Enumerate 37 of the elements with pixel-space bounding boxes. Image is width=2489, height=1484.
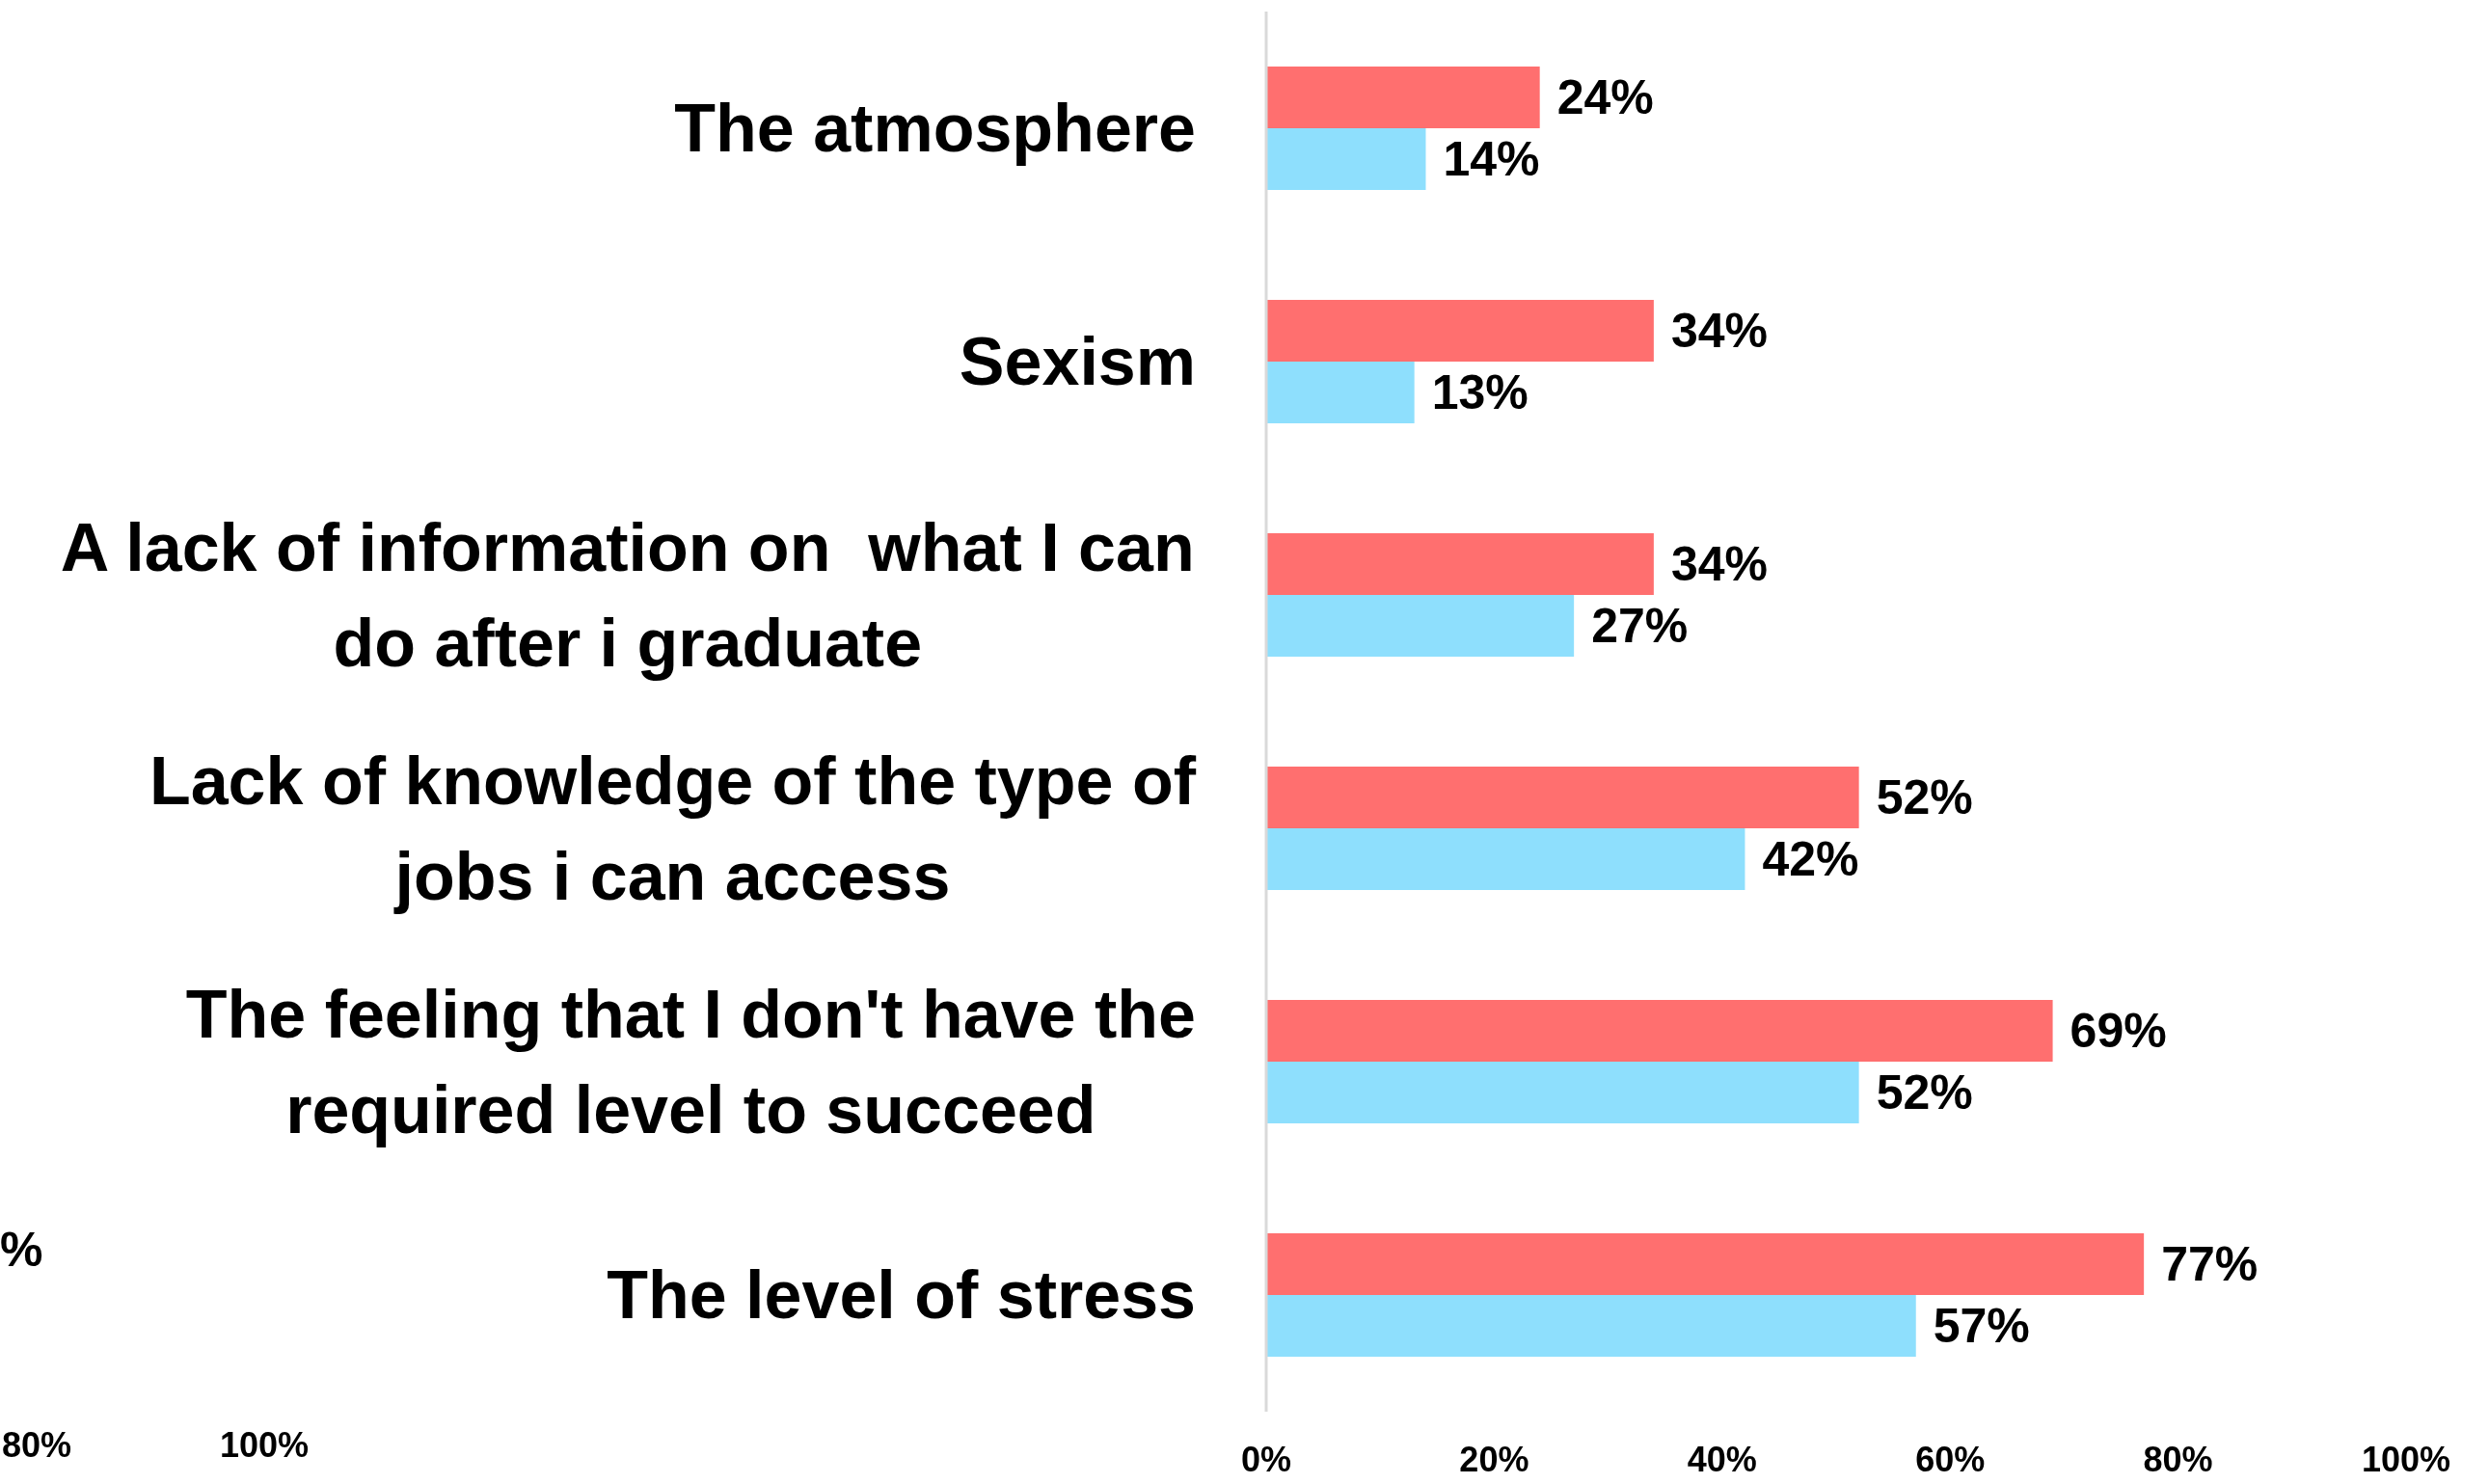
bar bbox=[1266, 362, 1415, 423]
bar bbox=[1266, 128, 1426, 190]
bar bbox=[1266, 1233, 2145, 1295]
bar bbox=[1266, 1295, 1916, 1357]
y-tick-label: The level of stress bbox=[607, 1257, 1196, 1333]
data-label: 24% bbox=[1556, 70, 1654, 124]
bar bbox=[1266, 828, 1745, 890]
data-label: 57% bbox=[1933, 1299, 2030, 1353]
x-tick-label: 20% bbox=[1459, 1439, 1529, 1479]
data-label: 14% bbox=[1443, 132, 1540, 186]
data-label: 52% bbox=[1876, 770, 1973, 824]
x-tick-label: 60% bbox=[1915, 1439, 1986, 1479]
y-tick-label: The feeling that I don't have the required level to succeed bbox=[185, 976, 1196, 1147]
data-label: 42% bbox=[1762, 832, 1859, 886]
text: % bbox=[0, 1223, 43, 1279]
bar bbox=[1266, 595, 1575, 657]
bar bbox=[1266, 67, 1540, 128]
data-label: 13% bbox=[1431, 365, 1529, 419]
bar bbox=[1266, 767, 1859, 828]
data-label: 34% bbox=[1670, 537, 1768, 591]
y-tick-label: The atmosphere bbox=[674, 91, 1197, 166]
y-tick-label: Sexism bbox=[959, 324, 1196, 399]
x-tick-label: 40% bbox=[1687, 1439, 1757, 1479]
y-tick-label: A lack of information on what I can do after i graduate bbox=[60, 509, 1195, 681]
data-label: 69% bbox=[2070, 1004, 2167, 1058]
data-label: 77% bbox=[2161, 1237, 2259, 1291]
data-label: 34% bbox=[1670, 304, 1768, 358]
bar bbox=[1266, 1062, 1859, 1123]
x-tick-label: 80% bbox=[2143, 1439, 2213, 1479]
bar bbox=[1266, 533, 1654, 595]
bar bbox=[1266, 1000, 2053, 1062]
y-tick-label: Lack of knowledge of the type of jobs i can access bbox=[149, 742, 1197, 914]
data-label: 27% bbox=[1591, 599, 1689, 653]
x-tick-label: 100% bbox=[2361, 1439, 2451, 1479]
bar bbox=[1266, 300, 1654, 362]
data-label: 52% bbox=[1876, 1066, 1973, 1120]
x-tick-label: 0% bbox=[1240, 1439, 1292, 1479]
